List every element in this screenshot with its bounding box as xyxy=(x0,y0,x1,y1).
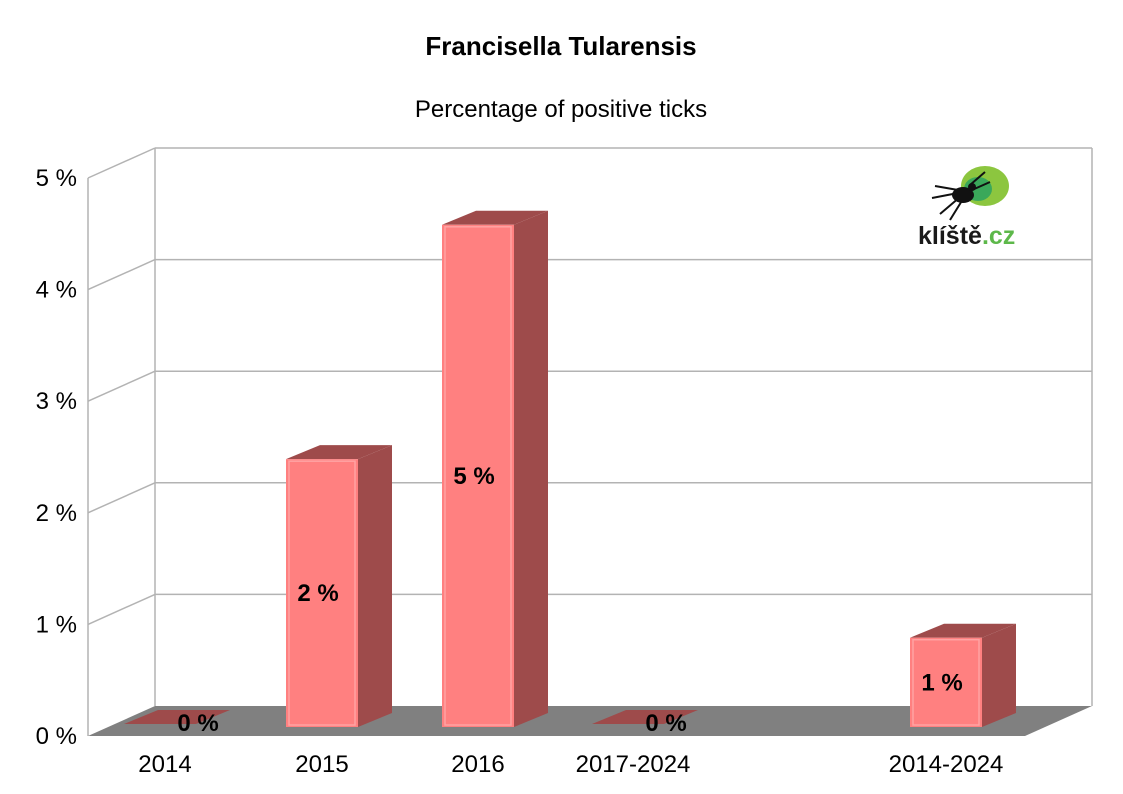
bar-top xyxy=(286,445,392,460)
kliste-logo: klíště.cz xyxy=(918,166,1015,250)
x-tick-label: 2014-2024 xyxy=(889,751,1004,778)
bar-top xyxy=(910,623,1016,638)
bar-2014 xyxy=(124,710,230,724)
bar-side xyxy=(982,623,1016,727)
data-labels: 0 % 2 % 5 % 0 % 1 % xyxy=(177,463,962,737)
gridline-side xyxy=(87,147,156,179)
x-axis-ticks: 2014 2015 2016 2017-2024 2014-2024 xyxy=(138,751,1003,778)
bar-top xyxy=(592,710,698,724)
x-tick-label: 2014 xyxy=(138,751,191,778)
y-tick-label: 3 % xyxy=(36,388,77,415)
bar-front xyxy=(442,224,514,728)
data-label: 5 % xyxy=(453,463,494,490)
gridline-side xyxy=(87,482,156,514)
logo-text-main: klíště xyxy=(918,222,982,250)
chart-title: Francisella Tularensis xyxy=(425,31,696,61)
y-tick-label: 0 % xyxy=(36,723,77,750)
bar-front-edge xyxy=(444,226,512,726)
bar-front-edge xyxy=(912,638,980,726)
y-tick-label: 1 % xyxy=(36,611,77,638)
data-label: 0 % xyxy=(177,710,218,737)
data-label: 2 % xyxy=(297,580,338,607)
x-tick-label: 2016 xyxy=(451,751,504,778)
y-axis-ticks: 0 % 1 % 2 % 3 % 4 % 5 % xyxy=(36,165,77,750)
gridline-side xyxy=(87,593,156,626)
bars xyxy=(124,210,1016,728)
y-tick-label: 4 % xyxy=(36,277,77,304)
bar-top xyxy=(442,210,548,225)
bar-front xyxy=(910,637,982,727)
bar-front xyxy=(286,459,358,727)
bar-top xyxy=(124,710,230,724)
chart-subtitle: Percentage of positive ticks xyxy=(415,96,707,123)
data-label: 0 % xyxy=(645,710,686,737)
bar-2016 xyxy=(442,210,548,728)
y-tick-label: 2 % xyxy=(36,500,77,527)
data-label: 1 % xyxy=(921,669,962,696)
bar-front-edge xyxy=(288,460,356,726)
bar-2014-2024 xyxy=(910,623,1016,727)
gridline-side xyxy=(87,258,156,291)
bar-2015 xyxy=(286,445,392,727)
bar-side xyxy=(514,210,548,728)
svg-text:klíště.cz: klíště.cz xyxy=(918,222,1015,250)
gridline-side xyxy=(87,370,156,402)
x-tick-label: 2015 xyxy=(295,751,348,778)
y-tick-label: 5 % xyxy=(36,165,77,192)
bar-2017-2024 xyxy=(592,710,698,724)
tick-icon xyxy=(931,171,991,221)
logo-text-domain: .cz xyxy=(982,222,1015,250)
x-tick-label: 2017-2024 xyxy=(576,751,691,778)
bar-side xyxy=(358,445,392,727)
